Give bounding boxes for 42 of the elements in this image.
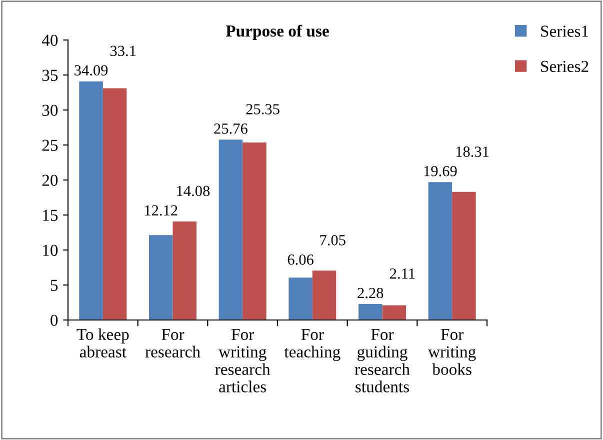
x-tick-label: For writing books [428,328,476,375]
y-tick-label: 5 [50,280,58,291]
bar [358,304,382,320]
y-tick-label: 30 [42,104,58,116]
y-tick-label: 10 [43,244,58,256]
legend-label: Series2 [541,60,588,72]
y-tick-label: 40 [42,34,58,46]
bar [288,278,312,320]
y-tick-label: 15 [43,210,58,221]
data-label: 2.28 [358,288,384,298]
data-label: 18.31 [456,146,489,157]
data-label: 14.08 [177,186,210,196]
data-label: 25.35 [246,104,280,114]
data-label: 33.1 [110,46,136,56]
data-label: 6.06 [288,254,314,265]
y-tick-label: 35 [42,70,58,81]
bar [382,305,406,320]
bar [172,221,196,320]
data-label: 34.09 [74,65,108,76]
y-tick-label: 0 [50,314,58,326]
x-tick-label: For research [145,328,200,358]
bar [242,142,266,320]
x-tick-label: For guiding research students [354,328,410,392]
data-label: 25.76 [214,124,248,134]
x-tick-label: To keep abreast [76,328,129,358]
x-tick-label: For writing research articles [215,328,270,392]
data-label: 2.11 [390,268,415,279]
chart-title: Purpose of use [226,24,329,40]
y-tick-label: 25 [42,140,58,151]
data-label: 7.05 [320,235,346,246]
y-tick-label: 20 [42,174,58,186]
data-label: 19.69 [424,166,457,176]
bar [79,81,103,320]
bar [218,140,243,320]
data-label: 12.12 [145,205,178,216]
bar [102,88,127,320]
bar [149,235,173,320]
bar [452,192,476,320]
legend-label: Series1 [541,26,588,37]
x-tick-label: For teaching [284,328,340,361]
bar [428,182,452,320]
bar [312,270,336,320]
